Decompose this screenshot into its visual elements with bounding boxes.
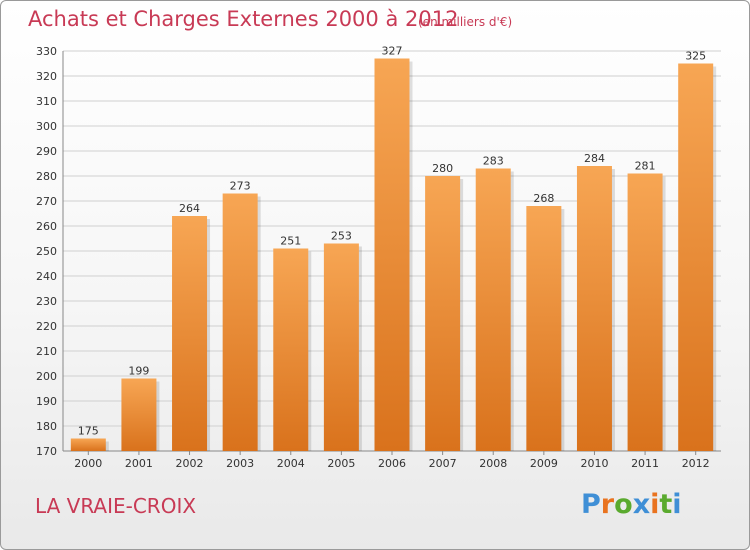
data-label: 273 [230, 180, 251, 193]
bar [627, 173, 663, 451]
x-tick-label: 2011 [631, 457, 659, 470]
data-label: 280 [432, 162, 453, 175]
logo-letter: o [614, 489, 633, 520]
x-tick-label: 2003 [226, 457, 254, 470]
y-tick-label: 200 [36, 370, 57, 383]
y-tick-label: 280 [36, 170, 57, 183]
data-label: 199 [128, 365, 149, 378]
x-tick-label: 2000 [74, 457, 102, 470]
y-tick-label: 190 [36, 395, 57, 408]
bar [172, 216, 208, 451]
data-label: 251 [280, 235, 301, 248]
data-label: 281 [635, 160, 656, 173]
y-tick-label: 320 [36, 70, 57, 83]
location-label: LA VRAIE-CROIX [35, 494, 197, 518]
data-label: 175 [78, 425, 99, 438]
bar [475, 168, 511, 451]
y-tick-label: 210 [36, 345, 57, 358]
bar [678, 63, 714, 451]
x-tick-label: 2002 [176, 457, 204, 470]
logo-letter: r [600, 489, 615, 520]
x-tick-label: 2007 [429, 457, 457, 470]
y-tick-label: 330 [36, 45, 57, 58]
logo-letter: i [650, 489, 660, 520]
bar [121, 378, 157, 451]
x-tick-label: 2001 [125, 457, 153, 470]
bar [374, 58, 410, 451]
data-label: 284 [584, 152, 605, 165]
y-tick-label: 250 [36, 245, 57, 258]
x-tick-label: 2010 [580, 457, 608, 470]
y-tick-label: 180 [36, 420, 57, 433]
y-tick-label: 260 [36, 220, 57, 233]
logo-letter: t [659, 489, 673, 520]
bar [425, 176, 461, 451]
y-tick-label: 230 [36, 295, 57, 308]
proxiti-logo: Proxiti [581, 489, 682, 520]
data-label: 268 [533, 192, 554, 205]
chart-subtitle: (en milliers d'€) [418, 15, 513, 29]
logo-letter: x [632, 489, 651, 520]
y-tick-label: 220 [36, 320, 57, 333]
bar [576, 166, 612, 451]
y-tick-label: 170 [36, 445, 57, 458]
bar [222, 193, 258, 451]
y-tick-label: 270 [36, 195, 57, 208]
x-tick-label: 2009 [530, 457, 558, 470]
bar [273, 248, 309, 451]
y-tick-label: 290 [36, 145, 57, 158]
x-tick-label: 2012 [682, 457, 710, 470]
data-label: 283 [483, 155, 504, 168]
logo-letter: P [581, 489, 601, 520]
x-tick-label: 2006 [378, 457, 406, 470]
data-label: 327 [382, 45, 403, 58]
y-tick-label: 310 [36, 95, 57, 108]
x-tick-label: 2004 [277, 457, 305, 470]
data-label: 325 [685, 50, 706, 63]
bar [526, 206, 562, 451]
x-tick-label: 2008 [479, 457, 507, 470]
y-tick-label: 300 [36, 120, 57, 133]
bar [323, 243, 359, 451]
y-tick-label: 240 [36, 270, 57, 283]
x-tick-label: 2005 [327, 457, 355, 470]
bar [70, 438, 106, 451]
logo-letter: i [672, 489, 682, 520]
data-label: 253 [331, 230, 352, 243]
data-label: 264 [179, 202, 200, 215]
chart-title: Achats et Charges Externes 2000 à 2012 [28, 7, 459, 31]
